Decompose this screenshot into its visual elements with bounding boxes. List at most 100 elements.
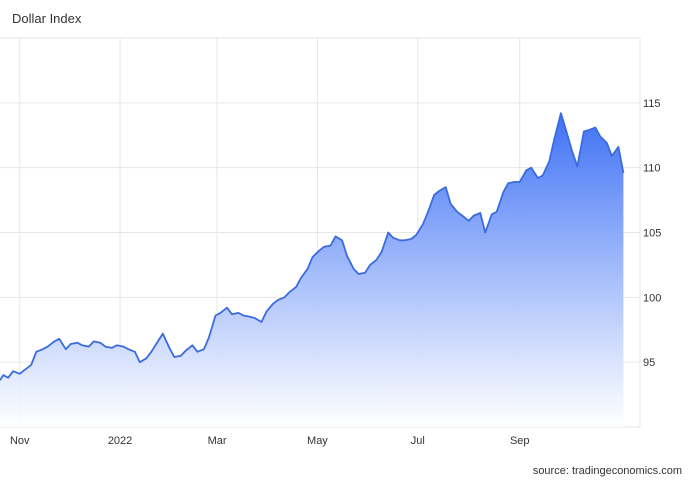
data-point bbox=[496, 211, 498, 213]
data-point bbox=[399, 239, 401, 241]
data-point bbox=[237, 312, 239, 314]
data-point bbox=[12, 370, 14, 372]
x-tick-label: 2022 bbox=[108, 435, 132, 447]
data-point bbox=[196, 351, 198, 353]
data-point bbox=[594, 126, 596, 128]
data-point bbox=[410, 238, 412, 240]
data-point bbox=[583, 130, 585, 132]
data-point bbox=[139, 361, 141, 363]
data-point bbox=[242, 314, 244, 316]
data-point bbox=[76, 342, 78, 344]
x-tick-label: Mar bbox=[208, 435, 227, 447]
data-point bbox=[491, 213, 493, 215]
data-point bbox=[306, 268, 308, 270]
data-point bbox=[617, 146, 619, 148]
data-point bbox=[445, 186, 447, 188]
data-point bbox=[468, 220, 470, 222]
data-point bbox=[272, 303, 274, 305]
data-point bbox=[277, 299, 279, 301]
data-point bbox=[208, 336, 210, 338]
data-point bbox=[93, 340, 95, 342]
area-fill bbox=[0, 113, 624, 427]
series-line bbox=[0, 112, 625, 381]
x-tick-label: Sep bbox=[510, 435, 530, 447]
y-tick-label: 100 bbox=[643, 292, 661, 304]
data-point bbox=[553, 138, 555, 140]
data-point bbox=[145, 357, 147, 359]
data-point bbox=[519, 181, 521, 183]
data-point bbox=[265, 310, 267, 312]
data-point bbox=[150, 351, 152, 353]
source-note: source: tradingeconomics.com bbox=[532, 465, 682, 477]
data-point bbox=[530, 167, 532, 169]
data-point bbox=[364, 272, 366, 274]
data-point bbox=[116, 344, 118, 346]
data-point bbox=[548, 160, 550, 162]
data-point bbox=[415, 234, 417, 236]
data-point bbox=[260, 321, 262, 323]
data-point bbox=[599, 135, 601, 137]
y-axis-ticks: 95 100 105 110 115 bbox=[643, 98, 661, 369]
data-point bbox=[426, 212, 428, 214]
data-point bbox=[334, 235, 336, 237]
data-point bbox=[53, 340, 55, 342]
data-point bbox=[219, 312, 221, 314]
data-point bbox=[168, 347, 170, 349]
data-point bbox=[461, 214, 463, 216]
y-tick-label: 105 bbox=[643, 228, 661, 240]
data-point bbox=[433, 194, 435, 196]
data-point bbox=[323, 246, 325, 248]
data-point bbox=[88, 345, 90, 347]
data-point bbox=[162, 332, 164, 334]
data-point bbox=[311, 256, 313, 258]
data-point bbox=[387, 231, 389, 233]
data-point bbox=[537, 177, 539, 179]
data-point bbox=[450, 203, 452, 205]
data-point bbox=[375, 259, 377, 261]
data-point bbox=[122, 345, 124, 347]
data-point bbox=[157, 340, 159, 342]
data-point bbox=[231, 313, 233, 315]
data-point bbox=[318, 250, 320, 252]
data-point bbox=[456, 211, 458, 213]
data-point bbox=[70, 343, 72, 345]
data-point bbox=[7, 377, 9, 379]
data-point bbox=[329, 244, 331, 246]
data-point bbox=[369, 264, 371, 266]
data-point bbox=[254, 317, 256, 319]
x-tick-label: Jul bbox=[411, 435, 425, 447]
data-point bbox=[514, 181, 516, 183]
data-point bbox=[507, 182, 509, 184]
data-point bbox=[346, 255, 348, 257]
data-point bbox=[357, 273, 359, 275]
data-point bbox=[606, 142, 608, 144]
data-point bbox=[300, 277, 302, 279]
data-point bbox=[35, 351, 37, 353]
chart-title: Dollar Index bbox=[12, 11, 82, 26]
data-point bbox=[438, 190, 440, 192]
data-point bbox=[525, 169, 527, 171]
data-point bbox=[111, 347, 113, 349]
x-tick-label: May bbox=[307, 435, 328, 447]
data-point bbox=[81, 344, 83, 346]
data-point bbox=[622, 172, 624, 174]
data-point bbox=[19, 373, 21, 375]
data-point bbox=[403, 239, 405, 241]
data-point bbox=[560, 112, 562, 114]
data-point bbox=[473, 214, 475, 216]
data-point bbox=[58, 338, 60, 340]
data-point bbox=[203, 348, 205, 350]
data-point bbox=[352, 268, 354, 270]
data-point bbox=[226, 307, 228, 309]
data-point bbox=[576, 165, 578, 167]
data-point bbox=[392, 237, 394, 239]
data-point bbox=[191, 344, 193, 346]
data-point bbox=[134, 351, 136, 353]
data-point bbox=[249, 316, 251, 318]
data-point bbox=[47, 345, 49, 347]
data-point bbox=[185, 349, 187, 351]
data-point bbox=[99, 342, 101, 344]
data-point bbox=[173, 356, 175, 358]
data-point bbox=[571, 151, 573, 153]
